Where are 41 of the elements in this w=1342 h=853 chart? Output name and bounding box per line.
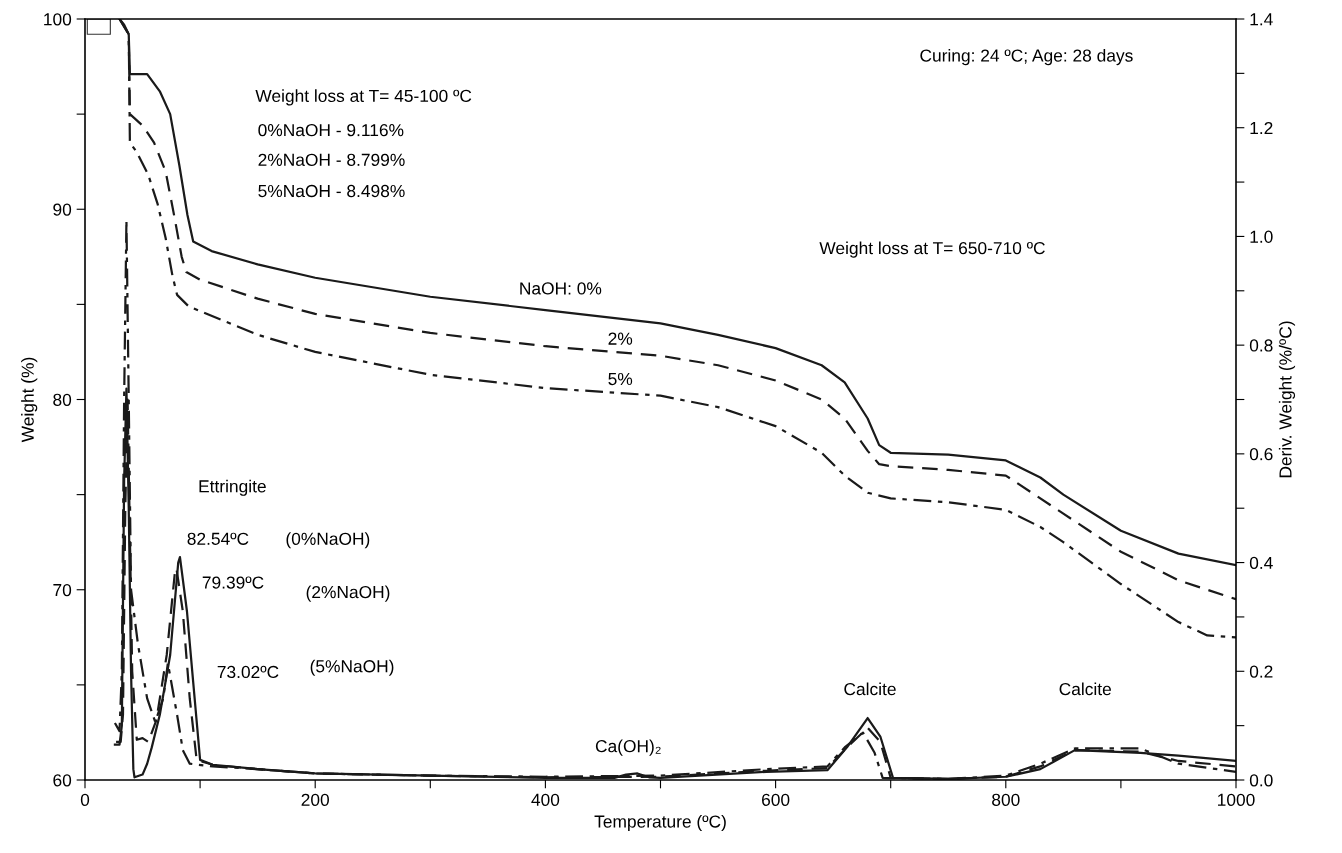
- y-tick-label: 100: [44, 13, 72, 26]
- annotation: 82.54ºC: [187, 532, 249, 545]
- annotation: (0%NaOH): [286, 532, 370, 549]
- x-tick-label: 600: [762, 793, 790, 806]
- annotation: Curing: 24 ºC; Age: 28 days: [920, 48, 1133, 66]
- annotation: Weight loss at T= 45-100 ºC: [255, 89, 472, 106]
- annotation: 0%NaOH - 9.116%: [258, 123, 404, 137]
- x-tick-label: 0: [80, 793, 90, 806]
- annotation: (2%NaOH): [306, 585, 390, 602]
- y-axis-title: Weight (%): [21, 357, 38, 443]
- annotation: Calcite: [844, 682, 896, 696]
- annotation: 5%NaOH - 8.498%: [258, 184, 405, 198]
- annotation: (5%NaOH): [310, 659, 394, 676]
- y-tick-label: 80: [53, 393, 72, 406]
- x-tick-label: 200: [301, 793, 330, 806]
- x-tick-label: 400: [531, 793, 560, 806]
- annotation: Ca(OH)₂: [595, 739, 661, 756]
- annotation: Weight loss at T= 650-710 ºC: [819, 241, 1045, 258]
- annotation: Ettringite: [199, 479, 266, 496]
- y2-axis-title: Deriv. Weight (%/ºC): [1278, 321, 1296, 478]
- y-tick-label: 70: [53, 583, 72, 597]
- y2-tick-label: 0.0: [1249, 774, 1273, 787]
- x-tick-label: 1000: [1218, 793, 1255, 806]
- y2-tick-label: 1.2: [1250, 121, 1273, 134]
- annotation: 79.39ºC: [202, 576, 264, 589]
- annotation: 2%NaOH - 8.799%: [258, 153, 405, 166]
- annotation: NaOH: 0%: [520, 282, 602, 295]
- y2-tick-label: 0.4: [1249, 556, 1273, 570]
- y2-tick-label: 0.2: [1249, 665, 1273, 678]
- y2-tick-label: 0.6: [1249, 448, 1273, 461]
- y2-tick-label: 1.4: [1250, 13, 1273, 26]
- x-tick-label: 800: [992, 793, 1020, 806]
- x-axis-title: Temperature (ºC): [594, 814, 726, 832]
- y-tick-label: 60: [53, 774, 72, 787]
- y-tick-label: 90: [53, 203, 72, 216]
- y2-tick-label: 0.8: [1249, 339, 1273, 352]
- annotation: Calcite: [1059, 682, 1111, 696]
- annotation: 5%: [608, 372, 633, 386]
- annotation: 73.02ºC: [217, 665, 279, 679]
- y2-tick-label: 1.0: [1250, 230, 1273, 243]
- annotation: 2%: [608, 332, 633, 345]
